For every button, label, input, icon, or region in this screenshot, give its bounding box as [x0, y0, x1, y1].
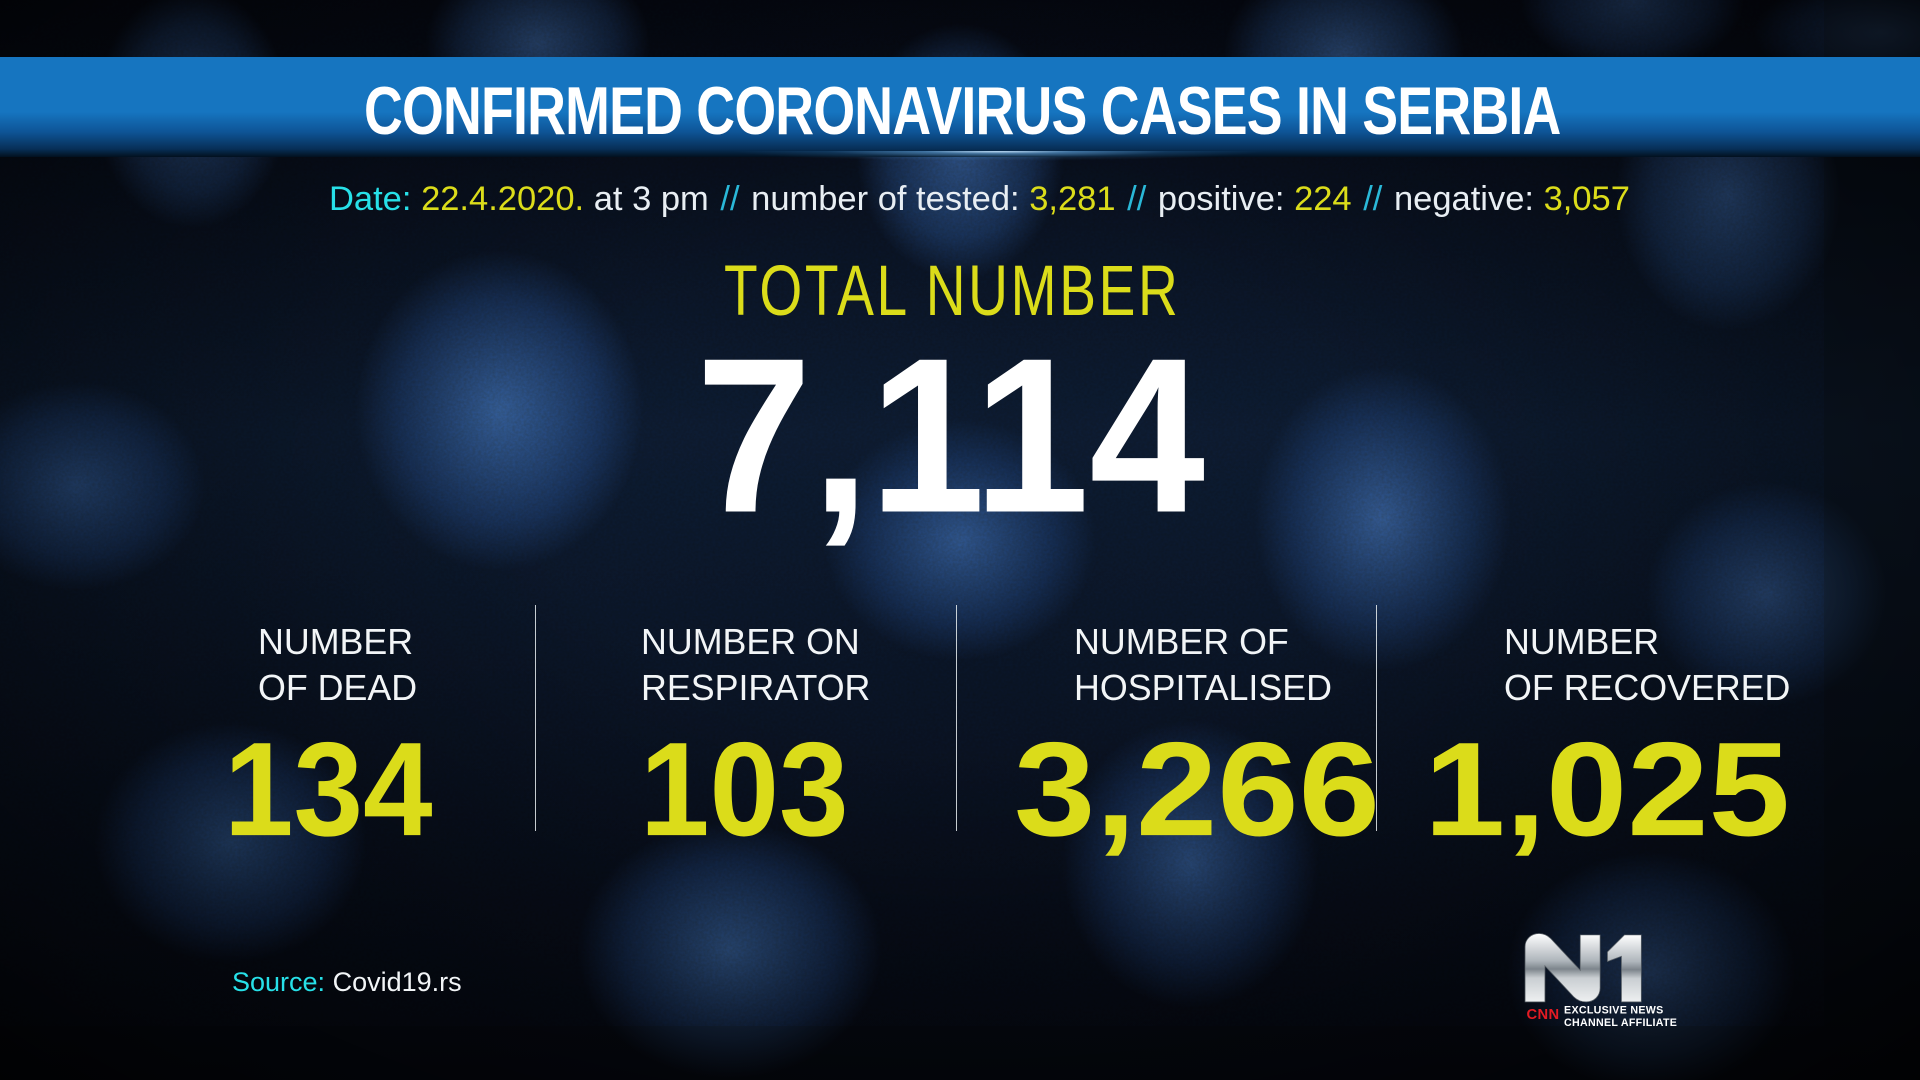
svg-text:CNN: CNN — [1527, 1007, 1560, 1023]
svg-text:EXCLUSIVE NEWS: EXCLUSIVE NEWS — [1564, 1005, 1663, 1017]
svg-text:CHANNEL AFFILIATE: CHANNEL AFFILIATE — [1564, 1017, 1677, 1029]
